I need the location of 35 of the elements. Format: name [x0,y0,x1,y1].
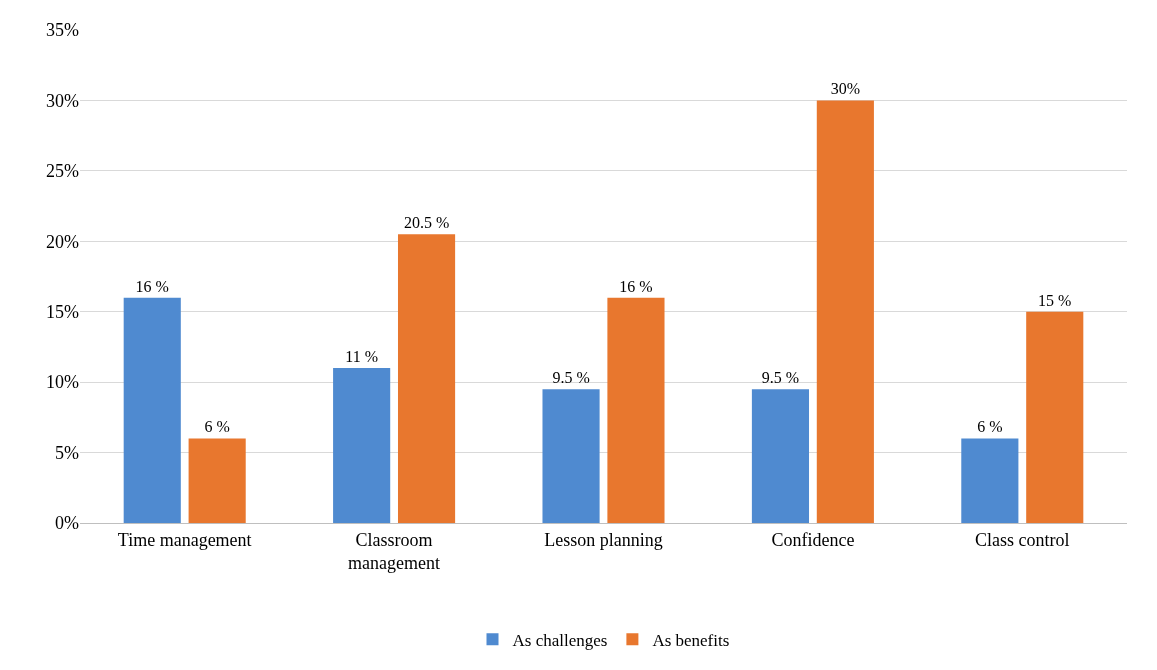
bar [816,100,874,523]
bar [961,438,1019,523]
y-tick-label: 10% [46,372,79,393]
data-label: 9.5 % [552,369,590,387]
bar [397,234,456,523]
data-label: 16 % [619,277,653,295]
data-label: 15 % [1038,291,1072,309]
data-label: 9.5 % [761,369,800,387]
y-tick-label: 35% [46,20,79,41]
x-tick-label: Time management [117,529,252,550]
data-label: 20.5 % [403,214,450,232]
y-tick-label: 5% [55,442,79,463]
x-tick-label: Confidence [771,529,855,550]
data-label: 6 % [204,418,230,436]
bar [123,297,181,523]
y-tick-label: 30% [46,90,79,111]
bar [542,389,600,523]
x-tick-label: Classroom management [348,529,441,573]
y-tick-label: 15% [46,302,79,323]
data-label: 16 % [135,277,169,295]
y-tick-label: 0% [55,513,79,534]
bar [751,389,810,523]
y-tick-label: 20% [46,231,79,252]
legend-label: As challenges [512,630,608,650]
data-label: 11 % [345,348,379,366]
bar [607,297,665,523]
legend-label: As benefits [652,630,730,650]
bar [1026,311,1084,523]
x-tick-label: Lesson planning [544,529,663,550]
y-tick-label: 25% [46,161,79,182]
data-label: 6 % [977,418,1003,436]
bar [333,368,391,523]
x-tick-label: Class control [975,529,1070,550]
bar [188,438,246,523]
data-label: 30% [830,80,861,98]
